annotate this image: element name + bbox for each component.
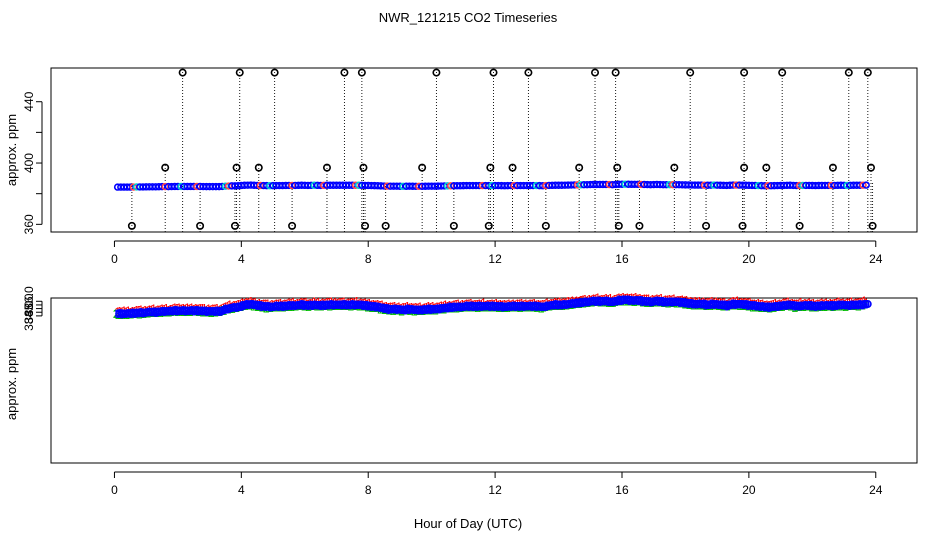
spike-point [740,163,749,172]
spike-point [418,163,427,172]
series-3-label: 3 [863,297,870,311]
spike-point [196,221,205,230]
lower-y-tick-label: 384.0 [22,301,36,331]
spike-point [740,68,749,77]
spike-point [288,221,297,230]
spike-point [127,221,136,230]
spike-point [357,68,366,77]
lower-x-tick-label: 16 [615,483,629,497]
series-3-circle [863,300,872,309]
spike-point [795,221,804,230]
series-1-label: 1 [116,305,123,319]
spike-point [235,68,244,77]
lower-y-axis-label: approx. ppm [4,348,19,420]
spike-point [670,163,679,172]
spike-point [762,163,771,172]
spike-point [738,221,747,230]
upper-y-axis-label: approx. ppm [4,114,19,186]
upper-data-points [113,68,877,230]
chart-title: NWR_121215 CO2 Timeseries [379,10,558,25]
upper-spike-lines [131,68,874,232]
spike-point [432,68,441,77]
lower-x-tick-label: 0 [111,483,118,497]
upper-y-axis: 360 400 440 [22,91,43,234]
lower-x-tick-label: 20 [742,483,756,497]
spike-point [161,163,170,172]
spike-point [178,68,187,77]
spike-point [484,221,493,230]
spike-point [381,221,390,230]
upper-y-tick-label: 440 [22,91,36,111]
upper-x-tick-label: 8 [365,252,372,266]
baseline-point [859,181,867,189]
upper-panel: approx. ppm 0 4 8 12 16 20 24 360 400 440 [4,67,918,266]
spike-point [635,221,644,230]
spike-point [702,221,711,230]
lower-x-tick-label: 8 [365,483,372,497]
spike-point [361,221,370,230]
spike-point [868,221,877,230]
upper-y-tick-label: 360 [22,214,36,234]
upper-x-tick-label: 16 [615,252,629,266]
upper-x-tick-label: 24 [869,252,883,266]
upper-y-tick-label: 400 [22,153,36,173]
x-axis-label: Hour of Day (UTC) [414,516,522,531]
lower-x-tick-label: 12 [488,483,502,497]
spike-point [844,68,853,77]
lower-x-tick-label: 24 [869,483,883,497]
spike-point [524,68,533,77]
spike-point [828,163,837,172]
spike-point [867,163,876,172]
spike-point [591,68,600,77]
upper-x-tick-label: 4 [238,252,245,266]
upper-plot-frame [50,67,918,233]
lower-y-tick-label: 386.0 [22,286,36,316]
baseline-point [862,181,870,189]
spike-point [489,68,498,77]
spike-point [486,163,495,172]
spike-point [575,163,584,172]
lower-x-tick-label: 4 [238,483,245,497]
lower-y-tick-label: 385.0 [22,293,36,323]
spike-point [508,163,517,172]
lower-panel: approx. ppm 0 4 8 12 16 20 24 384.0385.0386.0 … [4,286,918,497]
spike-point [322,163,331,172]
spike-point [611,68,620,77]
lower-plot-frame [50,297,918,464]
upper-x-axis: 0 4 8 12 16 20 24 [111,240,883,266]
spike-point [230,221,239,230]
spike-point [359,163,368,172]
spike-point [270,68,279,77]
spike-point [449,221,458,230]
upper-x-tick-label: 0 [111,252,118,266]
spike-point [778,68,787,77]
spike-point [340,68,349,77]
spike-point [254,163,263,172]
spike-point [614,221,623,230]
upper-x-tick-label: 12 [488,252,502,266]
spike-point [863,68,872,77]
lower-x-axis: 0 4 8 12 16 20 24 [111,471,883,497]
spike-point [686,68,695,77]
spike-point [541,221,550,230]
spike-point [232,163,241,172]
spike-point [613,163,622,172]
upper-x-tick-label: 20 [742,252,756,266]
lower-data-points: 1111111111111111111111111111111111111111… [113,290,872,322]
